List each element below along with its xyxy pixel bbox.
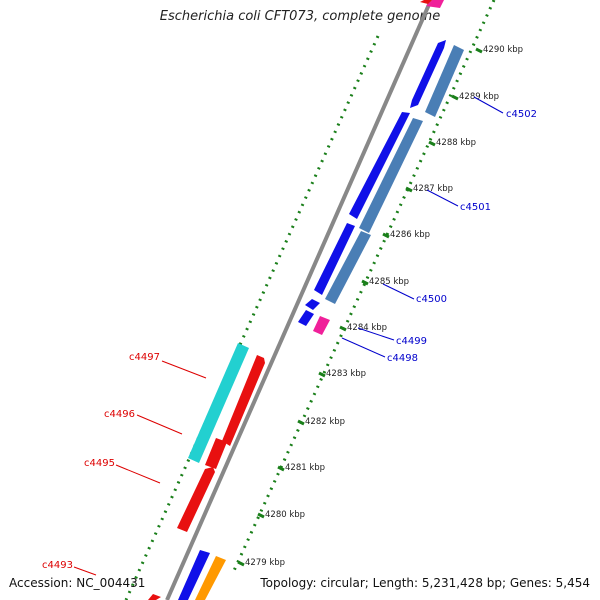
gene-c4499[interactable] <box>305 299 320 310</box>
scale-tick <box>237 560 245 567</box>
label-c4496[interactable]: c4496 <box>104 409 135 420</box>
scale-labels: 4290 kbp 4289 kbp 4288 kbp 4287 kbp 4286 kbp… <box>237 45 523 568</box>
map-title: Escherichia coli CFT073, complete genome <box>159 9 441 24</box>
gene-top-magenta[interactable] <box>426 0 444 8</box>
gene-labels: c4502 c4501 c4500 c4499 c4498 c4497 c449… <box>42 96 537 576</box>
gene-forward-blue-3[interactable] <box>314 223 355 295</box>
inner-tick-track <box>124 35 380 600</box>
scale-tick <box>297 419 305 426</box>
gene-c4498-blue[interactable] <box>298 310 314 326</box>
scale-label: 4283 kbp <box>326 369 366 379</box>
label-c4500[interactable]: c4500 <box>416 294 447 305</box>
leader-c4499 <box>357 327 395 341</box>
gene-c4498[interactable] <box>313 316 330 335</box>
gene-c4497[interactable] <box>188 343 249 463</box>
genome-backbone <box>165 0 433 600</box>
genome-stats: Topology: circular; Length: 5,231,428 bp… <box>260 576 590 590</box>
gene-bottom-red[interactable] <box>148 594 161 600</box>
label-c4502[interactable]: c4502 <box>506 109 537 120</box>
label-c4493[interactable]: c4493 <box>42 560 73 571</box>
scale-label: 4285 kbp <box>369 277 409 287</box>
gene-forward-blue-2[interactable] <box>349 112 410 219</box>
gene-steel-1[interactable] <box>425 45 464 117</box>
gene-steel-3[interactable] <box>325 231 371 304</box>
scale-tick <box>361 279 369 286</box>
scale-tick <box>339 325 347 332</box>
label-c4498[interactable]: c4498 <box>387 353 418 364</box>
gene-c4496[interactable] <box>205 438 227 469</box>
scale-tick <box>405 186 413 193</box>
scale-label: 4286 kbp <box>390 230 430 240</box>
leader-c4502 <box>473 96 504 114</box>
gene-bottom-blue[interactable] <box>178 550 210 600</box>
scale-tick <box>257 512 265 519</box>
label-c4497[interactable]: c4497 <box>129 352 160 363</box>
gene-steel-2[interactable] <box>359 118 423 233</box>
scale-label: 4287 kbp <box>413 184 453 194</box>
leader-c4501 <box>426 189 459 207</box>
scale-label: 4288 kbp <box>436 138 476 148</box>
leader-c4498 <box>341 337 386 358</box>
label-c4501[interactable]: c4501 <box>460 202 491 213</box>
scale-tick <box>318 371 326 378</box>
scale-tick <box>451 94 459 101</box>
gene-bottom-orange[interactable] <box>195 556 226 600</box>
gene-top-red[interactable] <box>420 0 432 4</box>
scale-label: 4289 kbp <box>459 92 499 102</box>
scale-tick <box>277 465 285 472</box>
scale-label: 4281 kbp <box>285 463 325 473</box>
accession-label: Accession: NC_004431 <box>9 576 146 590</box>
scale-tick <box>475 47 483 54</box>
leader-c4497 <box>161 360 207 379</box>
scale-tick <box>382 232 390 239</box>
label-c4499[interactable]: c4499 <box>396 336 427 347</box>
scale-label: 4279 kbp <box>245 558 285 568</box>
outer-tick-track <box>230 0 496 576</box>
scale-label: 4280 kbp <box>265 510 305 520</box>
label-c4495[interactable]: c4495 <box>84 458 115 469</box>
leader-c4500 <box>382 283 415 300</box>
leader-c4495 <box>115 464 161 484</box>
gene-c4495[interactable] <box>177 467 215 532</box>
leader-c4496 <box>136 414 183 435</box>
scale-label: 4282 kbp <box>305 417 345 427</box>
leader-c4493 <box>73 566 97 576</box>
scale-label: 4284 kbp <box>347 323 387 333</box>
gene-forward-blue-1[interactable] <box>410 40 446 108</box>
scale-label: 4290 kbp <box>483 45 523 55</box>
scale-tick <box>428 140 436 147</box>
gene-red-1[interactable] <box>222 355 265 446</box>
